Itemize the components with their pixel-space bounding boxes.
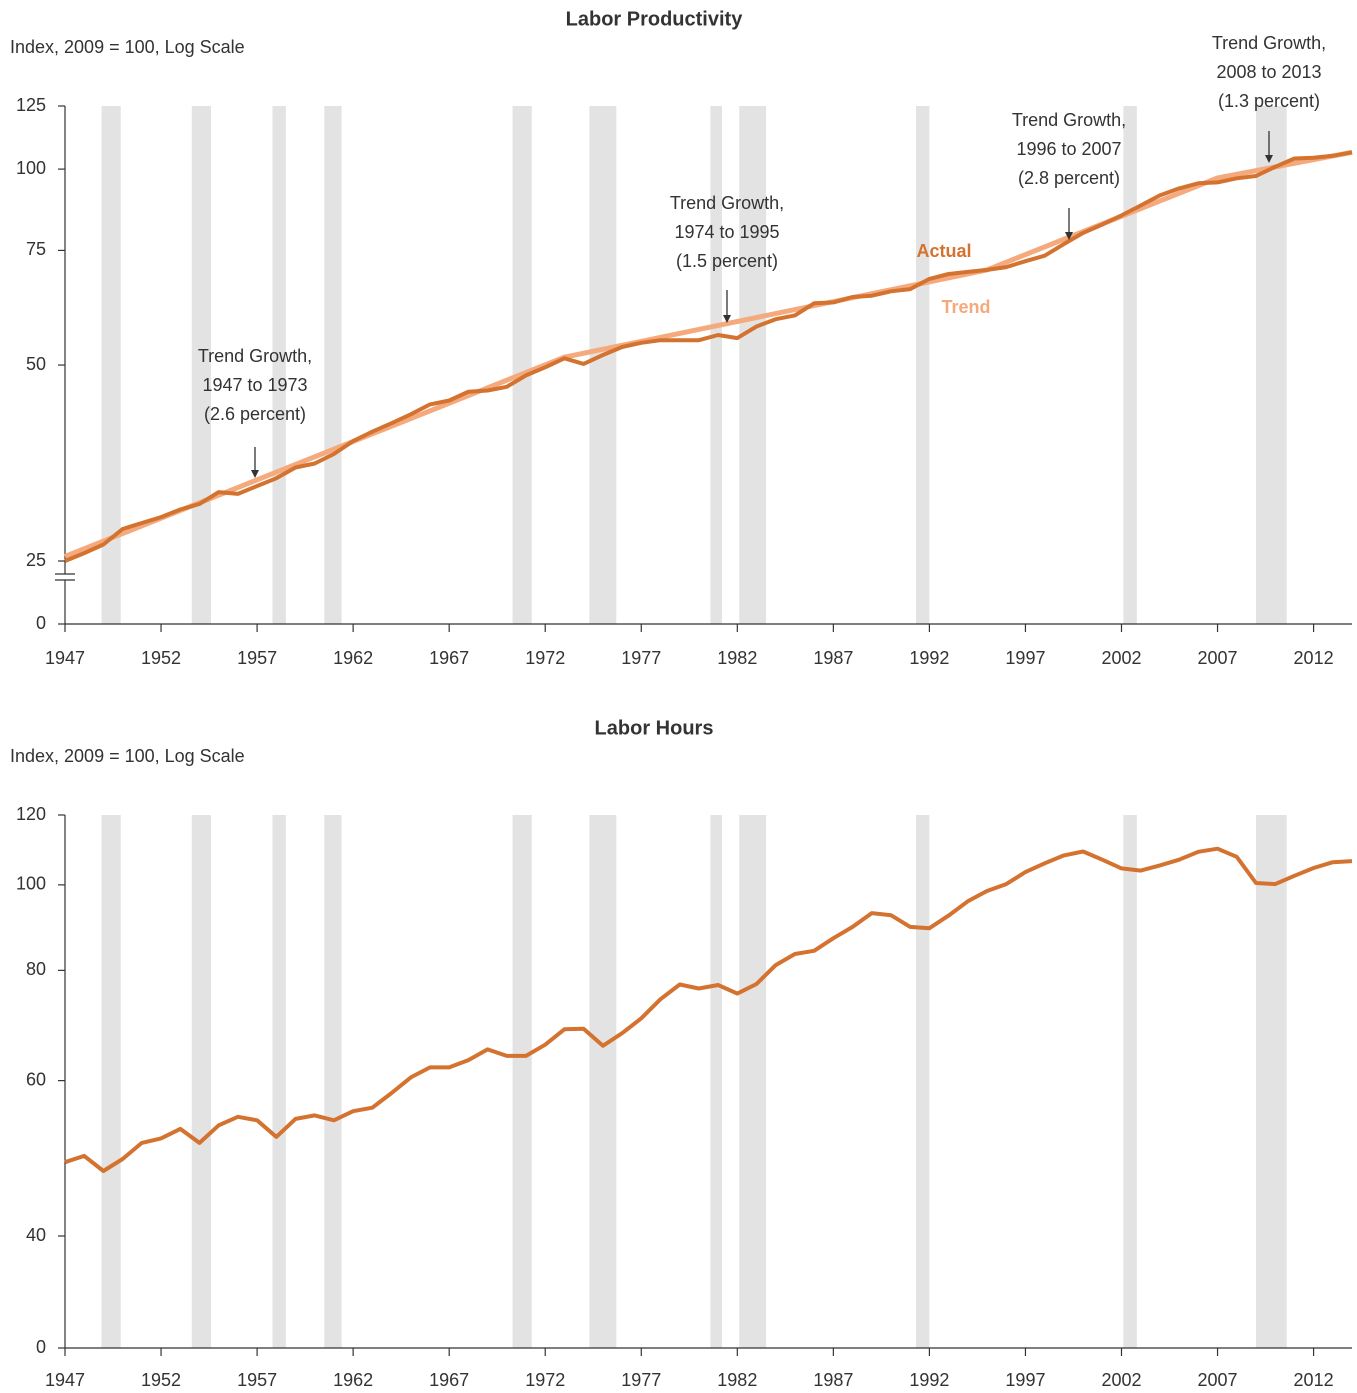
recession-band (324, 106, 342, 624)
recession-band (915, 106, 930, 624)
x-tick-label: 1987 (813, 1370, 853, 1390)
x-tick-label: 1952 (141, 1370, 181, 1390)
y-tick-label: 50 (26, 354, 46, 374)
x-tick-label: 2012 (1294, 648, 1334, 668)
x-tick-label: 1992 (909, 1370, 949, 1390)
annotation-text: 1947 to 1973 (202, 375, 307, 395)
recession-band (191, 106, 211, 624)
x-tick-label: 1997 (1005, 1370, 1045, 1390)
annotation-text: Trend Growth, (1212, 33, 1326, 53)
annotation-text: (2.8 percent) (1018, 168, 1120, 188)
recession-band (272, 106, 286, 624)
recession-band (272, 815, 286, 1348)
y-tick-label: 80 (26, 959, 46, 979)
recession-band (915, 815, 930, 1348)
x-tick-label: 1997 (1005, 648, 1045, 668)
x-tick-label: 2007 (1198, 648, 1238, 668)
recession-band (710, 106, 722, 624)
y-tick-label: 125 (16, 95, 46, 115)
x-tick-label: 2007 (1198, 1370, 1238, 1390)
annotation-text: (1.5 percent) (676, 251, 778, 271)
series-label: Actual (916, 241, 971, 261)
recession-band (710, 815, 722, 1348)
x-tick-label: 1987 (813, 648, 853, 668)
annotation-text: 2008 to 2013 (1216, 62, 1321, 82)
recession-band (739, 106, 767, 624)
recession-band (191, 815, 211, 1348)
x-tick-label: 1972 (525, 648, 565, 668)
chart-title: Labor Hours (595, 717, 714, 739)
annotation-text: Trend Growth, (198, 346, 312, 366)
x-tick-label: 1972 (525, 1370, 565, 1390)
y-tick-label: 0 (36, 1337, 46, 1357)
annotation-text: Trend Growth, (670, 193, 784, 213)
x-tick-label: 1982 (717, 648, 757, 668)
x-tick-label: 1962 (333, 648, 373, 668)
recession-band (1123, 106, 1137, 624)
x-tick-label: 2012 (1294, 1370, 1334, 1390)
x-tick-label: 1957 (237, 648, 277, 668)
y-axis-label: Index, 2009 = 100, Log Scale (10, 746, 245, 766)
y-tick-label: 60 (26, 1069, 46, 1089)
y-axis-label: Index, 2009 = 100, Log Scale (10, 37, 245, 57)
x-tick-label: 2002 (1101, 1370, 1141, 1390)
series-label: Trend (941, 297, 990, 317)
series-line (64, 846, 1353, 1173)
y-tick-label: 0 (36, 613, 46, 633)
series-line (64, 150, 1353, 563)
annotation-text: (2.6 percent) (204, 404, 306, 424)
x-tick-label: 1952 (141, 648, 181, 668)
recession-band (101, 815, 121, 1348)
recession-band (589, 815, 617, 1348)
x-tick-label: 1977 (621, 648, 661, 668)
y-tick-label: 120 (16, 804, 46, 824)
recession-band (739, 815, 767, 1348)
recession-band (1123, 815, 1137, 1348)
y-tick-label: 100 (16, 874, 46, 894)
x-tick-label: 1962 (333, 1370, 373, 1390)
y-tick-label: 100 (16, 158, 46, 178)
x-tick-label: 1982 (717, 1370, 757, 1390)
annotation-text: 1974 to 1995 (674, 222, 779, 242)
x-tick-label: 1957 (237, 1370, 277, 1390)
x-tick-label: 1977 (621, 1370, 661, 1390)
chart-title: Labor Productivity (566, 8, 744, 30)
x-tick-label: 1947 (45, 648, 85, 668)
recession-band (1255, 106, 1287, 624)
recession-band (101, 106, 121, 624)
x-tick-label: 1947 (45, 1370, 85, 1390)
annotation-arrowhead (251, 470, 259, 478)
x-tick-label: 1967 (429, 648, 469, 668)
y-tick-label: 25 (26, 550, 46, 570)
annotation-text: (1.3 percent) (1218, 91, 1320, 111)
annotation-arrowhead (723, 315, 731, 323)
y-tick-label: 40 (26, 1225, 46, 1245)
annotation-arrowhead (1265, 155, 1273, 163)
y-tick-label: 75 (26, 239, 46, 259)
x-tick-label: 1992 (909, 648, 949, 668)
recession-band (512, 815, 532, 1348)
x-tick-label: 1967 (429, 1370, 469, 1390)
annotation-text: 1996 to 2007 (1016, 139, 1121, 159)
x-tick-label: 2002 (1101, 648, 1141, 668)
recession-band (1255, 815, 1287, 1348)
recession-band (589, 106, 617, 624)
annotation-text: Trend Growth, (1012, 110, 1126, 130)
recession-band (512, 106, 532, 624)
annotation-arrowhead (1065, 232, 1073, 240)
recession-band (324, 815, 342, 1348)
